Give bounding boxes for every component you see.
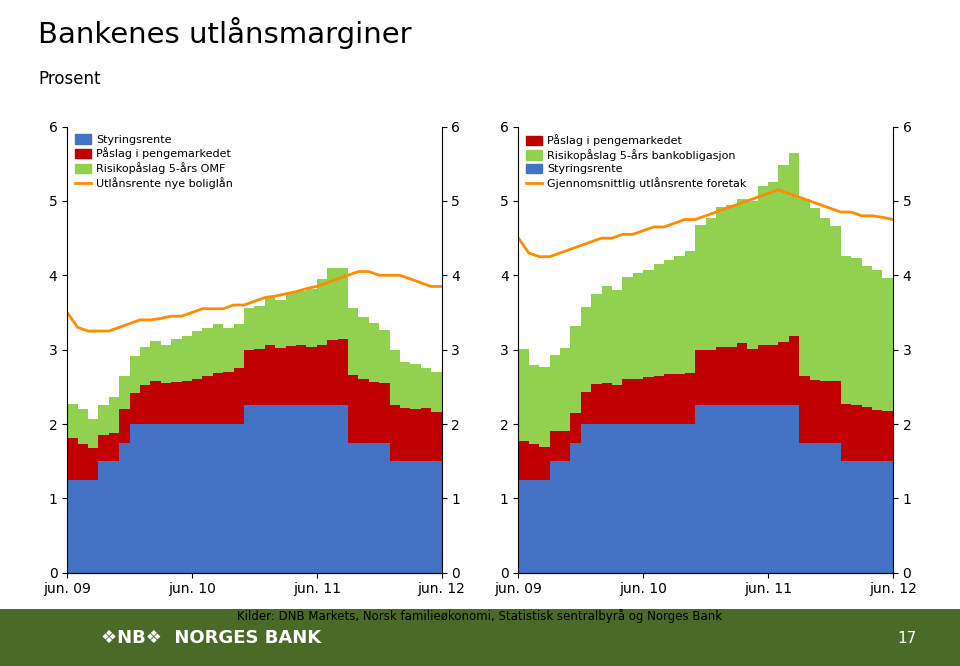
Text: ❖NB❖  NORGES BANK: ❖NB❖ NORGES BANK — [101, 629, 322, 647]
Text: Kilder: DNB Markets, Norsk familieøkonomi, Statistisk sentralbyrå og Norges Bank: Kilder: DNB Markets, Norsk familieøkonom… — [237, 609, 723, 623]
Legend: Påslag i pengemarkedet, Risikopåslag 5-års bankobligasjon, Styringsrente, Gjenno: Påslag i pengemarkedet, Risikopåslag 5-å… — [524, 132, 749, 191]
Text: Bankenes utlånsmarginer: Bankenes utlånsmarginer — [38, 17, 412, 49]
Text: Prosent: Prosent — [38, 70, 101, 88]
Text: 17: 17 — [898, 631, 917, 645]
Legend: Styringsrente, Påslag i pengemarkedet, Risikopåslag 5-års OMF, Utlånsrente nye b: Styringsrente, Påslag i pengemarkedet, R… — [73, 132, 235, 191]
